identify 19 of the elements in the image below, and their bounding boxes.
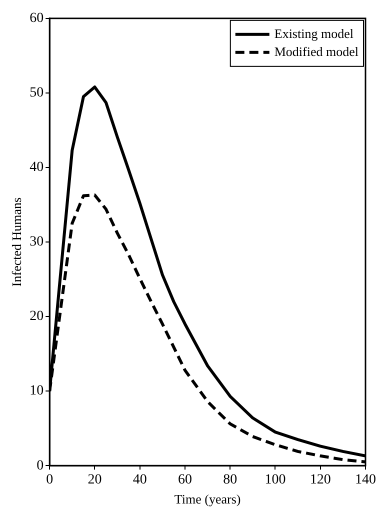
x-tick-label: 20: [88, 472, 102, 488]
y-tick-label: 0: [36, 458, 44, 474]
y-tick-label: 50: [30, 86, 44, 101]
y-axis-title: Infected Humans: [9, 197, 24, 287]
x-tick-label: 120: [310, 472, 331, 488]
y-tick-label: 10: [30, 384, 44, 399]
legend-label: Existing model: [274, 26, 354, 41]
x-tick-label: 0: [46, 472, 54, 488]
x-tick-label: 140: [355, 472, 376, 488]
y-tick-label: 40: [30, 160, 44, 176]
y-tick-label: 20: [30, 309, 44, 324]
x-tick-label: 100: [264, 472, 286, 488]
x-tick-label: 80: [223, 472, 238, 488]
x-tick-label: 60: [178, 472, 192, 488]
y-tick-label: 30: [30, 234, 44, 250]
y-tick-label: 60: [30, 11, 44, 26]
x-tick-label: 40: [132, 472, 147, 488]
legend-label: Modified model: [274, 44, 359, 59]
x-axis-title: Time (years): [174, 492, 241, 507]
